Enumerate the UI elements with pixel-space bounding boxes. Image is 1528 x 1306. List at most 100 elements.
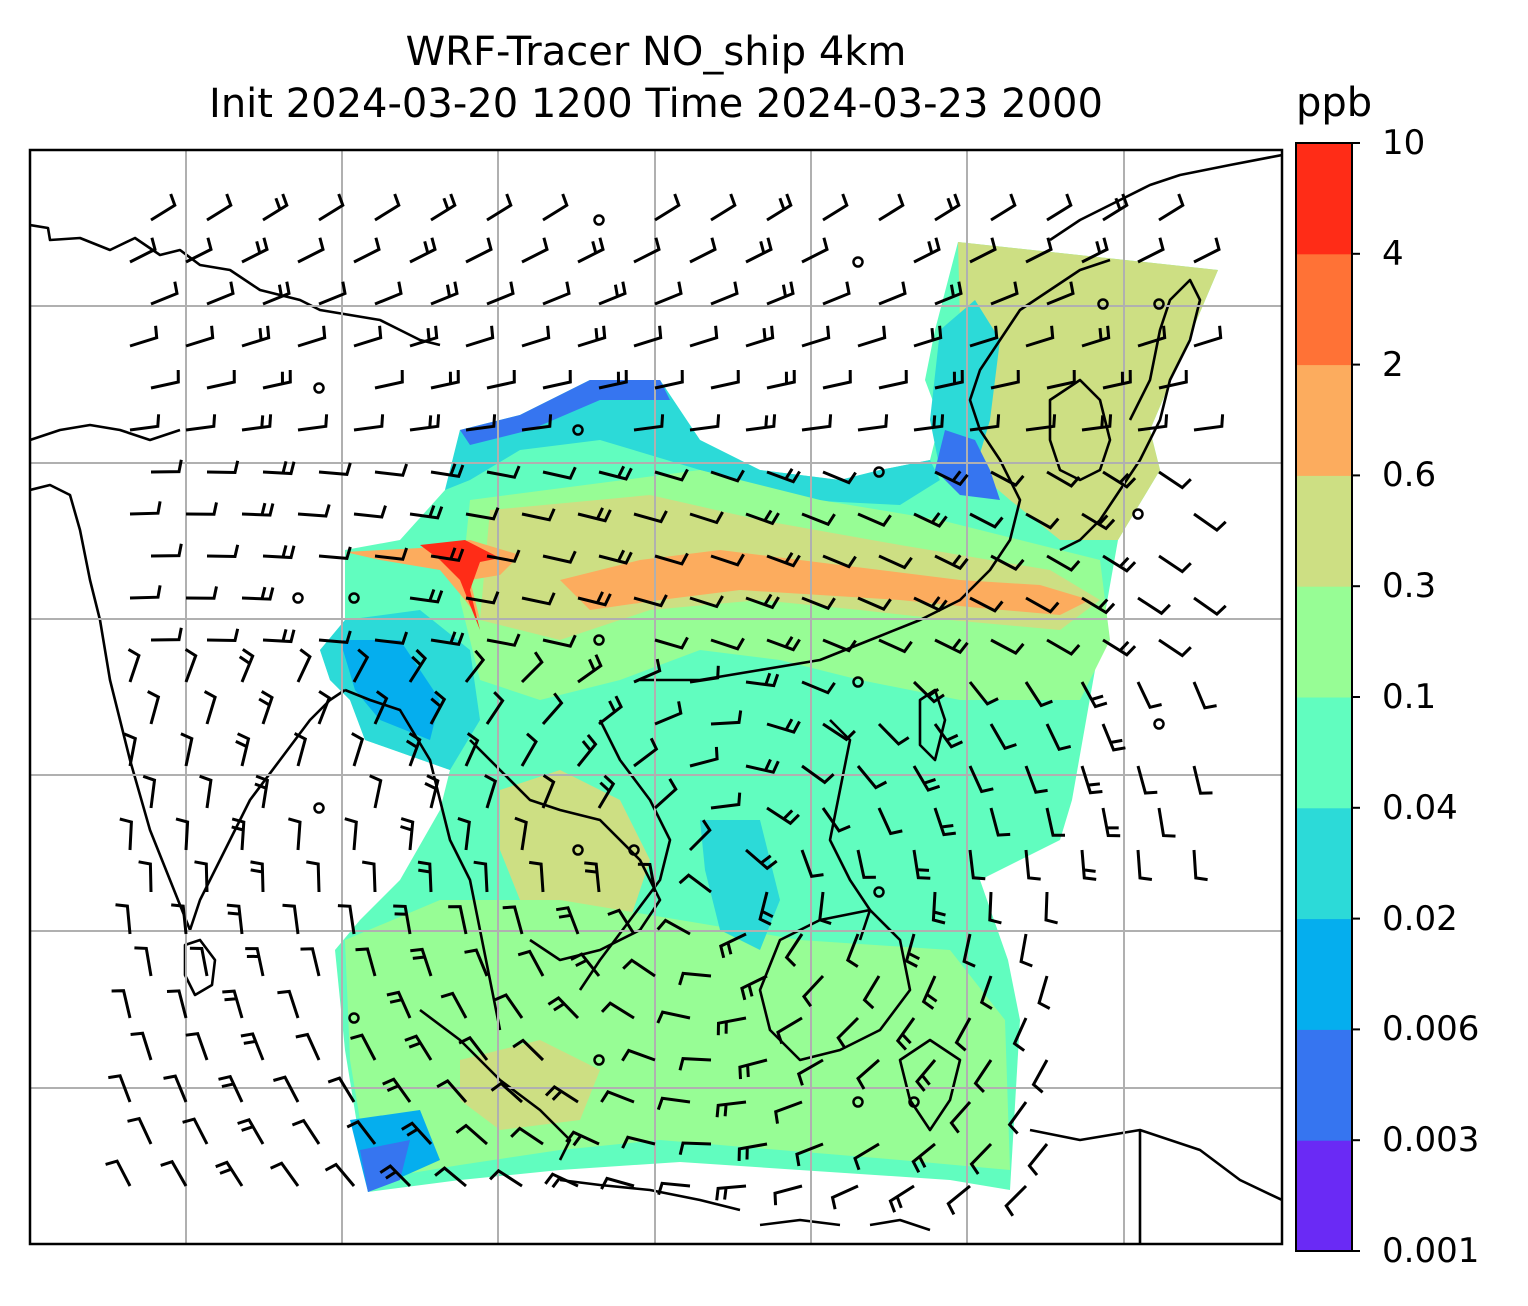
wind-barb (150, 543, 183, 558)
wind-barb (400, 817, 415, 851)
wind-barb (206, 460, 240, 475)
wind-barb (374, 193, 401, 222)
wind-barb (473, 860, 489, 893)
wind-barb (1102, 554, 1137, 573)
wind-barb (969, 1142, 993, 1175)
wind-barb (293, 732, 308, 767)
wind-barb (969, 325, 999, 348)
wind-barb (430, 193, 457, 222)
wind-barb (401, 1121, 433, 1146)
wind-barb (258, 690, 274, 725)
wind-barb (222, 989, 244, 1019)
wind-barb (766, 718, 801, 734)
wind-barb (150, 369, 180, 390)
wind-barb (853, 1142, 880, 1171)
wind-barb (745, 593, 780, 610)
wind-barb (1137, 237, 1165, 264)
wind-barb (969, 596, 1004, 613)
wind-barb (715, 1100, 747, 1118)
wind-barb (598, 695, 623, 726)
wind-barb (822, 369, 852, 390)
wind-barb (633, 658, 662, 684)
wind-barb (430, 281, 459, 306)
wind-barb (382, 1077, 412, 1103)
wind-barb (633, 510, 668, 524)
wind-barb (386, 990, 412, 1019)
wind-barb (745, 509, 780, 526)
wind-barb (654, 468, 689, 482)
wind-barb (979, 975, 993, 1010)
calm-wind-marker (852, 1096, 864, 1108)
coast-sumatra (419, 1008, 572, 1161)
wind-barb (565, 1130, 600, 1147)
wind-barb (921, 975, 938, 1010)
calm-wind-marker (1153, 298, 1165, 310)
wind-barb (822, 193, 849, 222)
wind-barb (689, 237, 717, 264)
wind-barb (458, 1035, 489, 1061)
wind-barb (489, 1168, 523, 1188)
wind-barb (689, 414, 721, 432)
wind-barb (351, 732, 365, 767)
wind-barb (678, 971, 712, 986)
wind-barb (245, 947, 265, 977)
wind-barb (1081, 596, 1116, 615)
wind-barb (934, 638, 969, 655)
wind-barb (206, 369, 236, 390)
wind-barb (318, 630, 352, 644)
wind-barb (715, 1184, 747, 1201)
field-violet-edge-north (460, 380, 670, 445)
wind-barb (393, 904, 412, 935)
wind-barb (1046, 281, 1075, 306)
field-violet-southwest (360, 1140, 410, 1192)
wind-barb (710, 193, 737, 222)
wind-barb (297, 325, 327, 348)
wind-barb (1158, 470, 1192, 490)
wind-barb (1037, 975, 1051, 1010)
wind-barb (818, 891, 832, 926)
field-yellow-indochina (500, 770, 650, 930)
colorbar-segment (1296, 918, 1352, 1030)
wind-barb (1158, 554, 1192, 574)
wind-barb (465, 237, 493, 264)
colorbar-segment (1296, 1029, 1352, 1141)
wind-barb (878, 369, 908, 390)
wind-barb (800, 849, 824, 878)
wind-barb (277, 989, 300, 1019)
wind-barb (776, 1016, 803, 1045)
wind-barb (716, 1016, 747, 1036)
wind-barb (710, 637, 745, 651)
wind-barb (517, 949, 545, 977)
wind-barb (123, 732, 138, 767)
wind-barb (633, 414, 665, 432)
wind-barb (318, 193, 345, 222)
wind-barb (199, 774, 213, 809)
wind-barb (520, 732, 538, 767)
wind-barb (678, 873, 712, 894)
wind-barb (127, 1116, 153, 1145)
wind-barb (990, 281, 1019, 306)
wind-barb (796, 1058, 824, 1086)
wind-barb (801, 325, 831, 348)
wind-barb (822, 470, 857, 485)
wind-barb (185, 586, 218, 600)
calm-wind-marker (313, 382, 325, 394)
wind-barb (653, 778, 678, 810)
wind-barb (877, 722, 910, 746)
wind-barb (784, 933, 804, 967)
wind-barb (1080, 849, 1097, 881)
wind-barb (134, 946, 153, 977)
wind-barb (150, 193, 177, 222)
wind-barb (206, 281, 235, 306)
wind-barb (182, 1117, 209, 1145)
wind-barb (206, 628, 240, 643)
wind-barb (911, 1142, 936, 1173)
wind-barb (1193, 512, 1227, 533)
wind-barb (510, 1126, 544, 1146)
calm-wind-marker (313, 802, 325, 814)
wind-barb (857, 414, 889, 432)
wind-barb (1080, 765, 1103, 795)
colorbar-tick-label: 0.1 (1382, 677, 1437, 717)
calm-wind-marker (873, 886, 885, 898)
